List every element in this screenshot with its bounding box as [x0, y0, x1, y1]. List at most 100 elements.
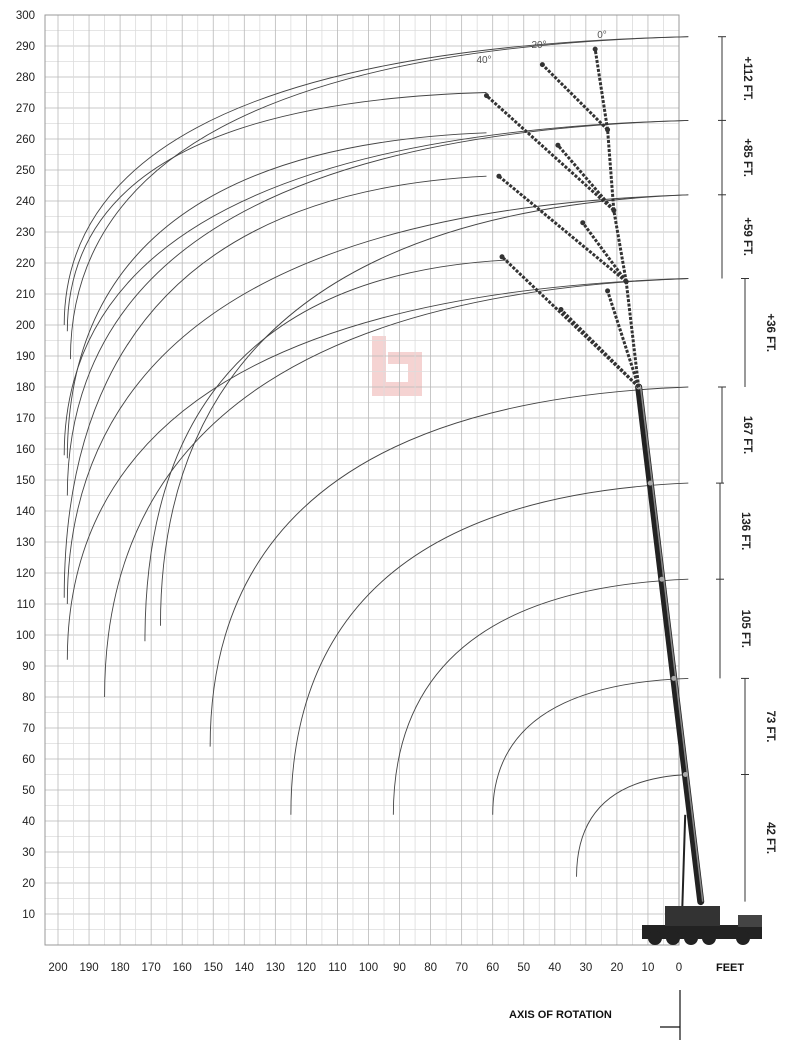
x-tick-label: 70: [455, 962, 468, 974]
y-tick-label: 190: [16, 351, 35, 363]
y-tick-label: 180: [16, 382, 35, 394]
range-arc-1: [492, 677, 689, 815]
y-tick-label: 60: [22, 754, 35, 766]
x-tick-label: 30: [579, 962, 592, 974]
boom-joint: [647, 480, 653, 486]
y-tick-label: 130: [16, 537, 35, 549]
wheel: [736, 931, 750, 945]
superstructure: [665, 906, 720, 926]
axis-of-rotation-label: AXIS OF ROTATION: [509, 1009, 612, 1021]
x-axis-title: FEET: [716, 962, 744, 974]
y-tick-label: 70: [22, 723, 35, 735]
wheel: [684, 931, 698, 945]
range-arc-12: [63, 119, 689, 456]
range-arcs: [63, 36, 689, 877]
y-tick-label: 140: [16, 506, 35, 518]
x-tick-label: 100: [359, 962, 378, 974]
range-arc-0: [576, 774, 689, 877]
range-arc-16: [66, 92, 487, 332]
jib-lattice: [497, 175, 628, 283]
section-label: +112 FT.: [741, 56, 753, 100]
wheel: [648, 931, 662, 945]
y-tick-label: 200: [16, 320, 35, 332]
x-tick-label: 170: [142, 962, 161, 974]
jib-lattice: [581, 221, 628, 283]
y-tick-label: 90: [22, 661, 35, 673]
section-label: 105 FT.: [739, 610, 751, 648]
y-tick-label: 210: [16, 289, 35, 301]
jib-tip: [499, 254, 505, 260]
y-tick-label: 230: [16, 227, 35, 239]
x-tick-label: 190: [79, 962, 98, 974]
x-axis-ticks: 200 190 180 170 160 150 140 130 120 110 100 90 80 70 6…: [48, 962, 682, 974]
x-tick-label: 50: [517, 962, 530, 974]
y-tick-label: 240: [16, 196, 35, 208]
jib-lattice: [593, 48, 610, 130]
jib-lattice: [606, 290, 641, 388]
y-tick-label: 120: [16, 568, 35, 580]
range-arc-11: [66, 119, 689, 496]
y-tick-label: 20: [22, 878, 35, 890]
x-tick-label: 120: [297, 962, 316, 974]
y-tick-label: 80: [22, 692, 35, 704]
y-tick-label: 280: [16, 72, 35, 84]
section-label: +36 FT.: [764, 313, 776, 352]
section-label: 42 FT.: [764, 822, 776, 854]
y-tick-label: 160: [16, 444, 35, 456]
plot-frame: [44, 14, 680, 946]
range-arc-9: [66, 194, 689, 605]
boom-cylinder: [681, 814, 687, 915]
section-labels: 42 FT. 73 FT. 105 FT. 136 FT. 167 FT. +36 FT.…: [476, 30, 776, 854]
x-tick-label: 60: [486, 962, 499, 974]
x-tick-label: 200: [48, 962, 67, 974]
range-arc-15: [63, 36, 689, 326]
x-tick-label: 20: [611, 962, 624, 974]
y-tick-label: 50: [22, 785, 35, 797]
range-arc-14: [69, 36, 689, 360]
x-tick-label: 150: [204, 962, 223, 974]
boom-joint: [682, 772, 688, 777]
grid: [44, 14, 680, 946]
section-label: 167 FT.: [741, 416, 753, 454]
range-arc-3: [290, 482, 689, 815]
main-boom: [635, 383, 705, 906]
y-tick-label: 260: [16, 134, 35, 146]
jib-tip: [592, 46, 598, 52]
x-tick-label: 10: [642, 962, 655, 974]
jib-lattice: [541, 63, 609, 131]
y-axis-ticks: 10 20 30 40 50 60 70 80 90 100 110 120 130 140 150 160 1…: [16, 10, 35, 921]
range-arc-8: [160, 194, 689, 626]
x-tick-label: 40: [548, 962, 561, 974]
x-tick-label: 160: [173, 962, 192, 974]
y-tick-label: 10: [22, 909, 35, 921]
wheel: [666, 931, 680, 945]
range-arc-13: [66, 132, 487, 459]
x-tick-label: 0: [676, 962, 682, 974]
offset-angle-label: 40°: [476, 55, 491, 66]
section-label: +85 FT.: [741, 138, 753, 177]
y-tick-label: 220: [16, 258, 35, 270]
y-tick-label: 30: [22, 847, 35, 859]
jib-tip: [580, 220, 586, 226]
section-label: 136 FT.: [739, 512, 751, 550]
boom-joint: [671, 675, 677, 681]
section-label: +59 FT.: [741, 217, 753, 256]
jib-lattice: [556, 144, 615, 212]
range-arc-4: [209, 386, 689, 747]
y-tick-label: 170: [16, 413, 35, 425]
cab: [738, 915, 762, 927]
y-tick-label: 250: [16, 165, 35, 177]
jib-tip: [605, 288, 611, 294]
section-markers: [716, 36, 749, 902]
y-tick-label: 100: [16, 630, 35, 642]
offset-angle-label: 0°: [597, 30, 607, 41]
x-tick-label: 140: [235, 962, 254, 974]
y-tick-label: 290: [16, 41, 35, 53]
y-tick-label: 300: [16, 10, 35, 22]
axis-of-rotation: AXIS OF ROTATION: [509, 990, 681, 1040]
jib-lattice: [624, 281, 641, 388]
jib-tip: [539, 62, 545, 68]
y-tick-label: 110: [17, 599, 35, 611]
section-label: 73 FT.: [764, 710, 776, 742]
